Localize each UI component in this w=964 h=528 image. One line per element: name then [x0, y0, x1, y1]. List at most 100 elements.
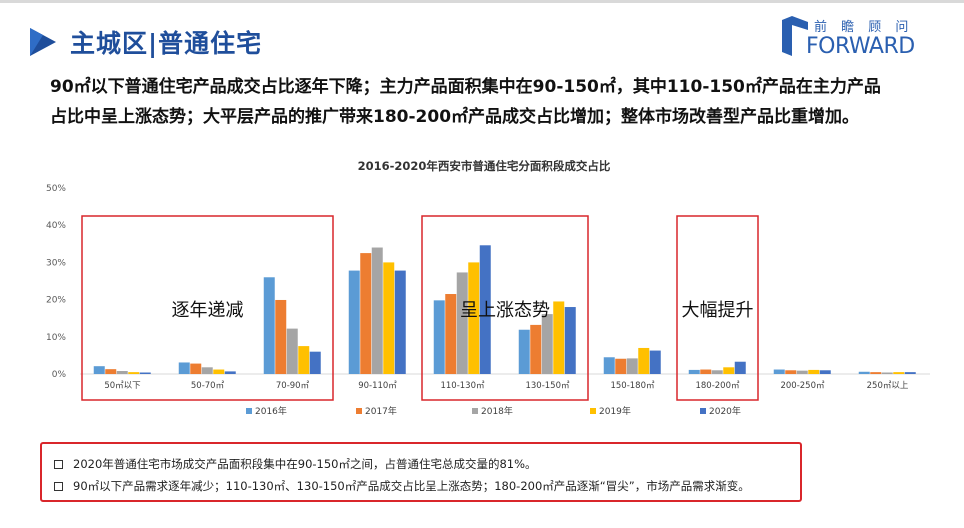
y-tick-label: 30% [46, 258, 66, 268]
bar [360, 253, 372, 374]
bullet-square-icon [54, 481, 63, 491]
bar [553, 301, 565, 374]
headline-line-1: 90㎡以下普通住宅产品成交占比逐年下降；主力产品面积集中在90-150㎡，其中1… [50, 77, 881, 97]
legend-swatch [246, 408, 252, 414]
bar [700, 369, 712, 374]
bar [638, 347, 650, 374]
legend-swatch [472, 408, 478, 414]
bar [479, 245, 491, 374]
bar [371, 247, 383, 374]
logo-chinese-text: 前 瞻 顾 问 [814, 20, 914, 35]
bar [201, 367, 213, 374]
legend-swatch [590, 408, 596, 414]
bar [904, 372, 916, 374]
bar [649, 350, 661, 374]
x-tick-label: 90-110㎡ [358, 381, 397, 391]
legend-label: 2017年 [365, 405, 397, 417]
highlight-box [81, 215, 334, 401]
x-tick-label: 70-90㎡ [276, 381, 310, 391]
bar [433, 300, 445, 374]
bar [445, 294, 457, 374]
top-border [0, 0, 964, 3]
bar [383, 262, 395, 374]
y-tick-label: 40% [46, 221, 66, 231]
bar [808, 369, 820, 374]
bar [309, 351, 321, 374]
x-tick-label: 180-200㎡ [695, 381, 740, 391]
bar [224, 371, 236, 374]
y-tick-label: 50% [46, 184, 66, 194]
bar [870, 372, 882, 374]
note-item: 2020年普通住宅市场成交产品面积段集中在90-150㎡之间，占普通住宅总成交量… [54, 456, 537, 472]
x-tick-label: 130-150㎡ [525, 381, 570, 391]
bar [263, 277, 275, 374]
bar [139, 372, 151, 374]
x-tick-label: 50-70㎡ [191, 381, 225, 391]
note-text: 90㎡以下产品需求逐年减少；110-130㎡、130-150㎡产品成交占比呈上涨… [73, 479, 750, 493]
bar [394, 270, 406, 374]
highlight-box [421, 215, 589, 401]
logo-mark-icon [782, 16, 808, 56]
bar [286, 328, 298, 374]
x-tick-label: 50㎡以下 [104, 381, 141, 391]
bar [785, 370, 797, 374]
bar [348, 270, 360, 374]
legend-label: 2020年 [709, 405, 741, 417]
annotation-label: 大幅提升 [682, 300, 754, 321]
bar [93, 366, 105, 374]
bar [541, 314, 553, 374]
bar [734, 361, 746, 374]
bar [456, 272, 468, 374]
bar [881, 372, 893, 374]
headline-line-2: 占比中呈上涨态势；大平层产品的推广带来180-200㎡产品成交占比增加；整体市场… [50, 107, 860, 127]
bar [116, 371, 128, 374]
x-tick-label: 200-250㎡ [780, 381, 825, 391]
bar [711, 370, 723, 374]
headline-summary: 90㎡以下普通住宅产品成交占比逐年下降；主力产品面积集中在90-150㎡，其中1… [50, 72, 930, 132]
area-share-bar-chart: 2016-2020年西安市普通住宅分面积段成交占比 0% 10% 20% 30% 40% 5… [46, 159, 930, 417]
y-tick-label: 10% [46, 333, 66, 343]
bar [128, 372, 140, 374]
legend-label: 2016年 [255, 405, 287, 417]
legend-swatch [700, 408, 706, 414]
bar [213, 369, 225, 374]
legend-label: 2019年 [599, 405, 631, 417]
bar [773, 369, 785, 374]
bar [275, 299, 287, 374]
highlight-box [676, 215, 759, 401]
bar [893, 372, 905, 374]
note-item: 90㎡以下产品需求逐年减少；110-130㎡、130-150㎡产品成交占比呈上涨… [54, 478, 750, 494]
page-header: 主城区|普通住宅 [28, 22, 262, 62]
play-triangle-icon [30, 28, 56, 56]
bar [178, 362, 190, 374]
x-tick-label: 110-130㎡ [440, 381, 485, 391]
bullet-square-icon [54, 459, 63, 469]
legend-swatch [356, 408, 362, 414]
x-tick-label: 250㎡以上 [867, 381, 909, 391]
bar [530, 324, 542, 374]
chart-title: 2016-2020年西安市普通住宅分面积段成交占比 [358, 159, 611, 173]
bar [105, 369, 117, 374]
company-logo: 前 瞻 顾 问 FORWARD [780, 14, 940, 62]
bar [796, 370, 808, 374]
bar [626, 358, 638, 374]
annotation-label: 逐年递减 [172, 300, 244, 321]
bar [688, 369, 700, 374]
bar [468, 262, 480, 374]
bar [190, 363, 202, 374]
y-tick-label: 20% [46, 296, 66, 306]
bar [615, 358, 627, 374]
bar [819, 370, 831, 374]
bar [564, 307, 576, 374]
x-tick-label: 150-180㎡ [610, 381, 655, 391]
y-tick-label: 0% [52, 370, 67, 380]
bar [603, 357, 615, 374]
logo-english-text: FORWARD [806, 34, 915, 59]
bar [723, 367, 735, 374]
annotation-label: 呈上涨态势 [460, 300, 550, 321]
bar [298, 346, 310, 374]
bar [518, 329, 530, 374]
notes-box: 2020年普通住宅市场成交产品面积段集中在90-150㎡之间，占普通住宅总成交量… [40, 442, 802, 502]
bar [858, 371, 870, 374]
page-title: 主城区|普通住宅 [70, 29, 263, 58]
